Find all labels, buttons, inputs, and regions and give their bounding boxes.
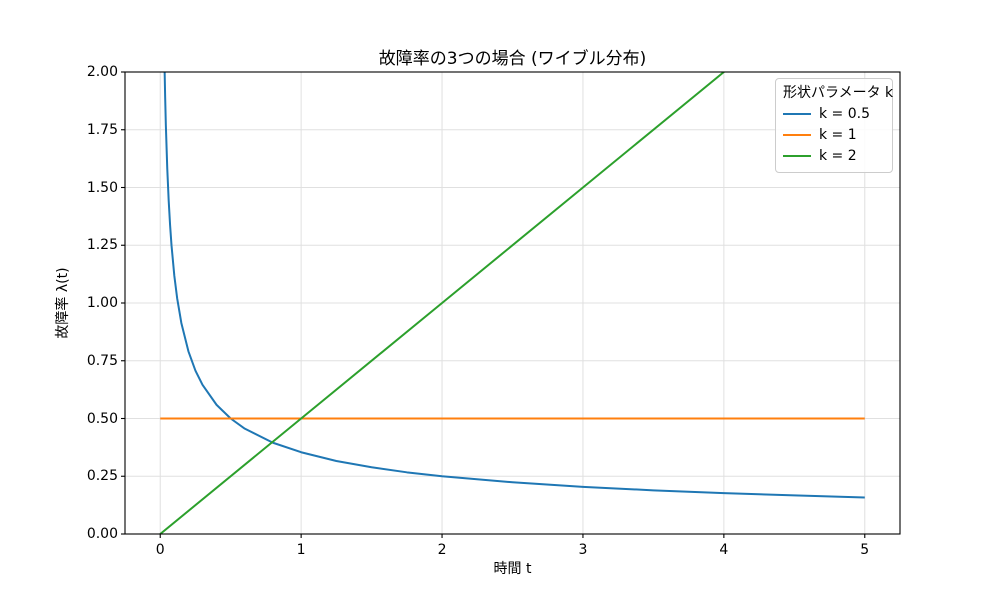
chart-title: 故障率の3つの場合 (ワイブル分布) bbox=[378, 49, 647, 69]
y-tick-label: 0.00 bbox=[86, 526, 118, 542]
legend: 形状パラメータ k k = 0.5 k = 1 k = 2 bbox=[775, 78, 893, 173]
x-tick-label: 2 bbox=[437, 542, 447, 558]
x-tick-label: 0 bbox=[155, 542, 165, 558]
x-tick-label: 5 bbox=[860, 542, 870, 558]
y-tick-label: 0.25 bbox=[86, 468, 118, 485]
y-tick-label: 2.00 bbox=[86, 64, 118, 80]
y-tick-label: 1.50 bbox=[86, 179, 118, 196]
legend-item: k = 1 bbox=[783, 124, 885, 145]
series-line-1 bbox=[163, 72, 865, 499]
legend-line-swatch bbox=[783, 154, 811, 157]
y-tick-label: 1.25 bbox=[86, 237, 118, 254]
legend-item: k = 2 bbox=[783, 145, 885, 166]
y-tick-label: 0.50 bbox=[86, 410, 118, 427]
x-axis-label: 時間 t bbox=[493, 561, 532, 577]
series-line-3 bbox=[159, 72, 726, 534]
y-tick-label: 0.75 bbox=[86, 352, 118, 369]
x-tick-label: 4 bbox=[719, 542, 729, 558]
legend-item-label: k = 1 bbox=[819, 126, 857, 143]
legend-items: k = 0.5 k = 1 k = 2 bbox=[783, 103, 885, 166]
legend-title: 形状パラメータ k bbox=[783, 85, 894, 101]
y-tick-label: 1.00 bbox=[86, 295, 118, 311]
x-tick-label: 3 bbox=[578, 542, 588, 558]
legend-item: k = 0.5 bbox=[783, 103, 885, 124]
legend-line-swatch bbox=[783, 133, 811, 136]
y-tick-label: 1.75 bbox=[86, 121, 118, 138]
legend-item-label: k = 0.5 bbox=[819, 105, 871, 122]
legend-line-swatch bbox=[783, 112, 811, 115]
legend-item-label: k = 2 bbox=[819, 147, 857, 164]
x-tick-label: 1 bbox=[296, 542, 306, 558]
